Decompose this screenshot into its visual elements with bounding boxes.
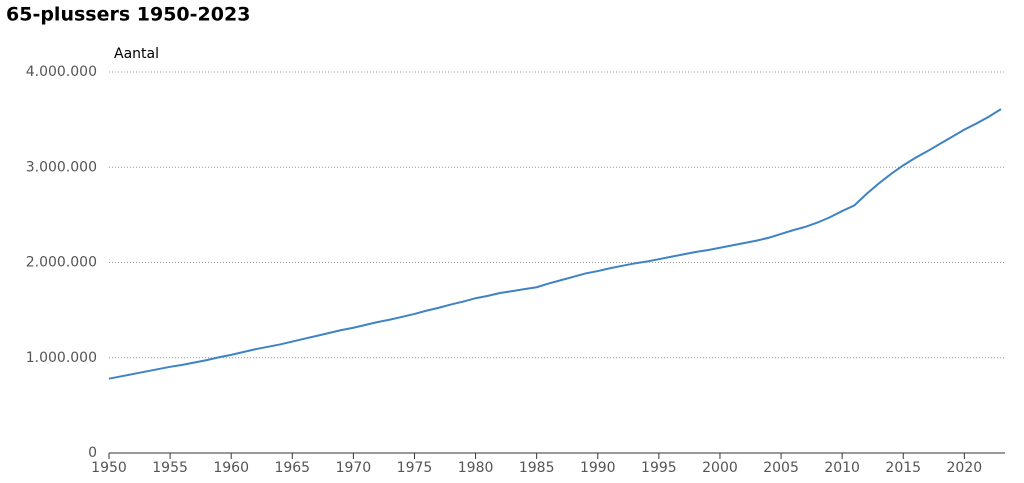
x-tick-label: 2020: [947, 460, 983, 476]
x-tick-label: 1960: [213, 460, 249, 476]
x-tick-label: 1985: [519, 460, 555, 476]
x-tick-label: 2005: [763, 460, 799, 476]
line: [108, 108, 1002, 380]
x-tick-label: 2000: [702, 460, 738, 476]
y-tick-label: 1.000.000: [26, 350, 97, 366]
chart-title: 65-plussers 1950-2023: [6, 4, 250, 26]
y-tick-label: 4.000.000: [26, 64, 97, 80]
y-axis-label: Aantal: [114, 46, 159, 62]
y-tick-label: 3.000.000: [26, 159, 97, 175]
y-tick-label: 0: [88, 445, 97, 461]
x-tick-label: 1950: [91, 460, 127, 476]
x-tick-label: 2010: [824, 460, 860, 476]
y-tick-label: 2.000.000: [26, 255, 97, 271]
x-tick-label: 1975: [397, 460, 433, 476]
x-tick-label: 1965: [274, 460, 310, 476]
x-tick-label: 1980: [458, 460, 494, 476]
x-tick-label: 1970: [336, 460, 372, 476]
x-tick-label: 2015: [885, 460, 921, 476]
x-tick-label: 1955: [152, 460, 188, 476]
x-tick-label: 1990: [580, 460, 616, 476]
x-tick-label: 1995: [641, 460, 677, 476]
